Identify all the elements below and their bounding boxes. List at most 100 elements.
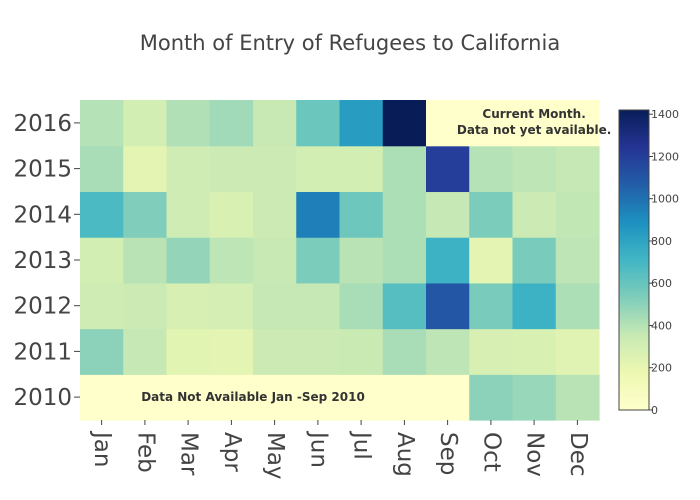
heatmap-cell-2012-dec [555,282,600,330]
heatmap-cell-2013-jun [296,237,341,284]
chart-title: Month of Entry of Refugees to California [140,31,560,55]
heatmap-cell-2012-mar [166,282,211,330]
heatmap-cell-2015-sep [426,145,470,193]
heatmap-cell-2013-jul [339,237,384,284]
colorbar-tick-label-200: 200 [651,362,672,375]
heatmap-cell-2015-jan [80,145,124,193]
heatmap-cell-2010-jul [339,374,384,421]
heatmap-cell-2011-sep [426,328,470,375]
heatmap-cell-2011-aug [382,328,427,375]
y-tick-label-2014: 2014 [13,202,72,228]
y-axis-ticks: 2010 2011 2012 2013 2014 2015 2016 [13,111,80,411]
x-tick-label-nov: Nov [522,432,548,477]
x-tick-label-jun: Jun [305,430,331,468]
heatmap-cell-2014-jan [80,191,124,238]
heatmap-cell-2011-jun [296,328,341,375]
colorbar: 0 200 400 600 800 1000 1200 1400 [618,108,679,417]
heatmap-cell-2010-mar [166,374,211,421]
heatmap-cell-2016-apr [209,100,254,147]
heatmap-cell-2013-nov [512,237,557,284]
heatmap-cell-2015-feb [123,145,168,193]
heatmap-cell-2011-dec [555,328,600,375]
y-tick-label-2011: 2011 [13,339,72,365]
heatmap-cell-2016-jan [80,100,124,147]
x-tick-label-aug: Aug [392,432,418,477]
heatmap-cell-2011-apr [209,328,254,375]
heatmap-cell-2013-aug [382,237,427,284]
heatmap-cell-2010-jun [296,374,341,421]
y-tick-label-2013: 2013 [13,248,72,274]
annotation-current-month-line-2: Data not yet available. [457,123,611,137]
x-axis-ticks: Jan Feb Mar Apr May Jun Jul Aug Sep Oct Nov Dec [89,420,591,480]
heatmap-cell-2010-dec [555,374,600,421]
heatmap-cell-2012-sep [426,282,470,330]
heatmap-cell-2016-aug [382,100,427,147]
heatmap-cell-2013-sep [426,237,470,284]
colorbar-tick-label-400: 400 [651,320,672,333]
heatmap-cell-2010-nov [512,374,557,421]
heatmap-cell-2012-jul [339,282,384,330]
heatmap-cell-2015-mar [166,145,211,193]
x-tick-label-may: May [262,432,288,480]
chart-annotations: Current Month. Data not yet available. Dat… [141,107,611,404]
heatmap-cell-2014-mar [166,191,211,238]
heatmap-cell-2015-oct [469,145,514,193]
heatmap-cell-2016-feb [123,100,168,147]
x-tick-label-jul: Jul [349,430,375,460]
heatmap-cell-2015-may [253,145,297,193]
heatmap-cell-2016-nov [512,100,557,147]
heatmap-cell-2015-jul [339,145,384,193]
y-tick-label-2015: 2015 [13,157,72,183]
heatmap-cell-2012-oct [469,282,514,330]
heatmap-cell-2014-may [253,191,297,238]
heatmap-cell-2010-may [253,374,297,421]
heatmap-cell-2013-may [253,237,297,284]
x-tick-label-sep: Sep [435,432,461,475]
heatmap-cell-2013-mar [166,237,211,284]
heatmap-cell-2012-aug [382,282,427,330]
annotation-current-month-line-1: Current Month. [482,107,585,121]
heatmap-cell-2013-oct [469,237,514,284]
heatmap-cell-2013-feb [123,237,168,284]
heatmap-cell-2016-oct [469,100,514,147]
heatmap-cell-2016-jun [296,100,341,147]
heatmap-cells [80,100,600,421]
heatmap-cell-2010-oct [469,374,514,421]
colorbar-tick-label-0: 0 [651,404,658,417]
heatmap-cell-2014-aug [382,191,427,238]
heatmap-cell-2010-feb [123,374,168,421]
colorbar-tick-label-1200: 1200 [651,151,679,164]
x-tick-label-mar: Mar [176,432,202,476]
heatmap-cell-2015-aug [382,145,427,193]
x-tick-label-jan: Jan [89,430,115,467]
y-tick-label-2010: 2010 [13,385,72,411]
heatmap-cell-2011-may [253,328,297,375]
x-tick-label-dec: Dec [565,432,591,477]
heatmap-cell-2015-apr [209,145,254,193]
heatmap-cell-2015-jun [296,145,341,193]
heatmap-cell-2011-nov [512,328,557,375]
colorbar-tick-label-1400: 1400 [651,108,679,121]
heatmap-cell-2016-jul [339,100,384,147]
heatmap-cell-2012-jun [296,282,341,330]
heatmap-cell-2014-apr [209,191,254,238]
heatmap-cell-2014-jul [339,191,384,238]
colorbar-tick-label-1000: 1000 [651,193,679,206]
heatmap-cell-2016-sep [426,100,470,147]
heatmap-cell-2014-sep [426,191,470,238]
heatmap-cell-2014-feb [123,191,168,238]
heatmap-cell-2014-nov [512,191,557,238]
heatmap-cell-2011-mar [166,328,211,375]
x-tick-label-oct: Oct [478,432,504,472]
colorbar-gradient [618,109,650,411]
heatmap-cell-2016-dec [555,100,600,147]
heatmap-cell-2012-may [253,282,297,330]
heatmap-cell-2011-jul [339,328,384,375]
heatmap-cell-2010-sep [426,374,470,421]
heatmap-cell-2010-jan [80,374,124,421]
heatmap-cell-2011-jan [80,328,124,375]
heatmap-cell-2012-nov [512,282,557,330]
heatmap-cell-2011-feb [123,328,168,375]
y-tick-label-2016: 2016 [13,111,72,137]
